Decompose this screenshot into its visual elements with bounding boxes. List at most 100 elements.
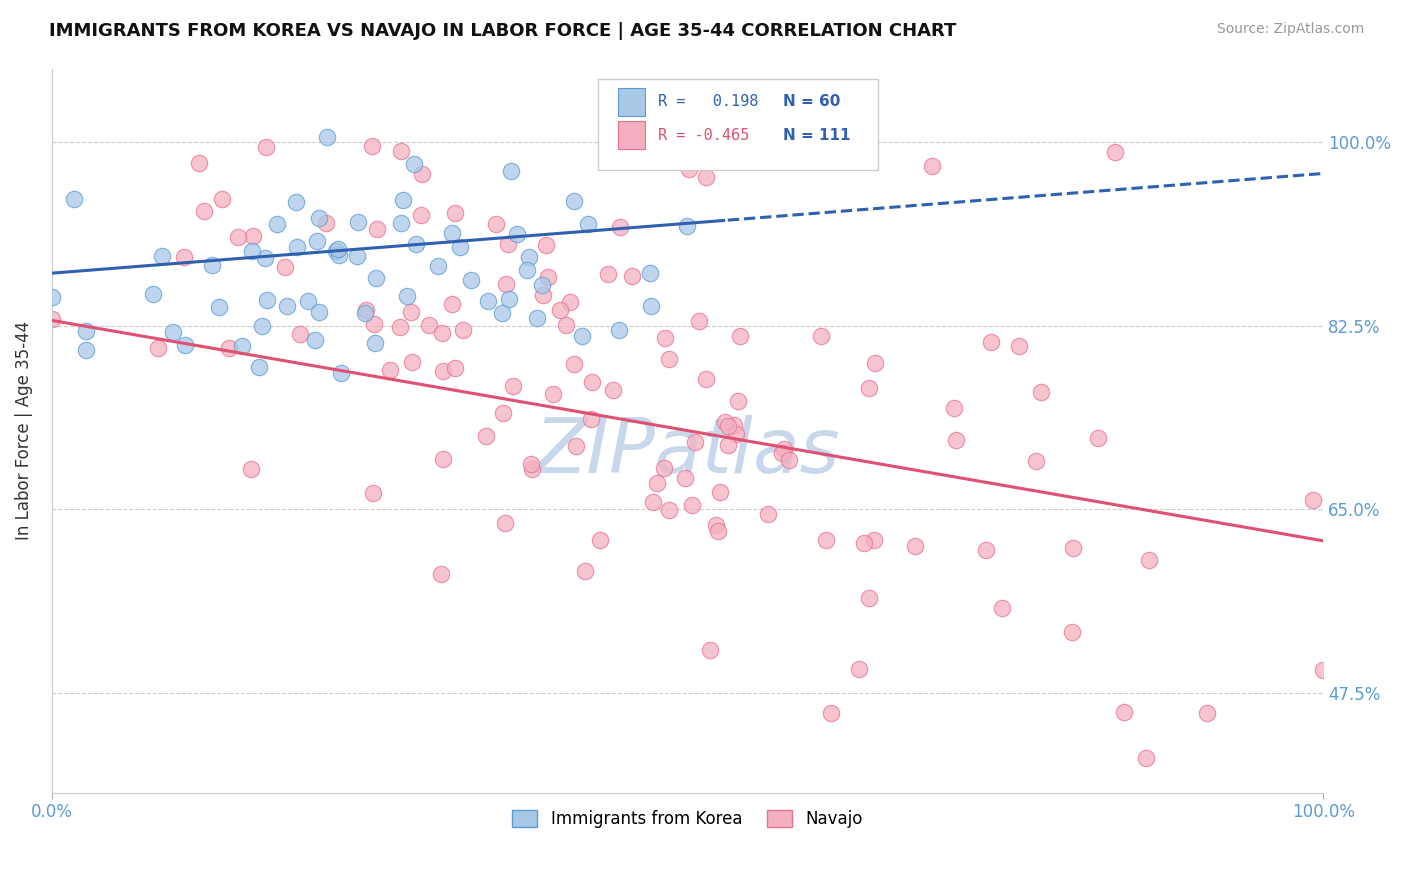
Point	[266, 217, 288, 231]
Point	[366, 222, 388, 236]
Point	[326, 242, 349, 256]
Point	[579, 412, 602, 426]
Point	[863, 533, 886, 547]
Point	[430, 566, 453, 581]
Point	[681, 498, 703, 512]
Point	[494, 516, 516, 530]
Point	[713, 415, 735, 429]
Point	[602, 383, 624, 397]
Point	[820, 706, 842, 720]
Point	[304, 334, 326, 348]
Point	[1302, 492, 1324, 507]
Point	[405, 237, 427, 252]
Point	[284, 195, 307, 210]
Point	[41, 312, 63, 326]
Point	[852, 536, 875, 550]
Point	[187, 155, 209, 169]
Point	[451, 323, 474, 337]
Point	[848, 662, 870, 676]
Point	[695, 372, 717, 386]
Point	[531, 277, 554, 292]
Point	[399, 305, 422, 319]
Point	[411, 167, 433, 181]
Text: N = 111: N = 111	[783, 128, 851, 143]
Point	[491, 306, 513, 320]
Point	[330, 366, 353, 380]
Point	[477, 293, 499, 308]
Point	[609, 219, 631, 234]
Point	[41, 290, 63, 304]
Point	[758, 508, 780, 522]
Point	[353, 306, 375, 320]
Point	[391, 193, 413, 207]
Point	[638, 266, 661, 280]
Point	[1195, 706, 1218, 720]
Point	[1135, 751, 1157, 765]
Point	[640, 299, 662, 313]
Point	[990, 601, 1012, 615]
Point	[231, 339, 253, 353]
Point	[1312, 664, 1334, 678]
Point	[363, 317, 385, 331]
Point	[815, 533, 838, 548]
Point	[520, 462, 543, 476]
Point	[361, 485, 384, 500]
Point	[285, 240, 308, 254]
Point	[444, 361, 467, 376]
Point	[1008, 339, 1031, 353]
Point	[576, 217, 599, 231]
Point	[645, 475, 668, 490]
Point	[865, 356, 887, 370]
Point	[240, 244, 263, 258]
Text: ZIPatlas: ZIPatlas	[534, 416, 841, 490]
Point	[308, 211, 330, 225]
Legend: Immigrants from Korea, Navajo: Immigrants from Korea, Navajo	[506, 804, 869, 835]
Point	[1087, 431, 1109, 445]
Point	[308, 304, 330, 318]
Point	[526, 311, 548, 326]
Point	[242, 229, 264, 244]
FancyBboxPatch shape	[599, 79, 879, 169]
Point	[276, 299, 298, 313]
Point	[211, 192, 233, 206]
Point	[858, 381, 880, 395]
Point	[541, 387, 564, 401]
Point	[717, 419, 740, 434]
Point	[226, 230, 249, 244]
Point	[520, 457, 543, 471]
Point	[440, 297, 463, 311]
Point	[409, 208, 432, 222]
Y-axis label: In Labor Force | Age 35-44: In Labor Force | Age 35-44	[15, 321, 32, 541]
Point	[1031, 385, 1053, 400]
Point	[506, 227, 529, 242]
Point	[564, 194, 586, 209]
Point	[427, 260, 450, 274]
Text: R =   0.198: R = 0.198	[658, 95, 759, 110]
Point	[162, 325, 184, 339]
Point	[976, 542, 998, 557]
Point	[315, 130, 337, 145]
Point	[254, 140, 277, 154]
Text: Source: ZipAtlas.com: Source: ZipAtlas.com	[1216, 22, 1364, 37]
Point	[699, 643, 721, 657]
Point	[564, 439, 586, 453]
Point	[707, 524, 730, 538]
Point	[658, 352, 681, 367]
Point	[571, 329, 593, 343]
Point	[396, 289, 419, 303]
Point	[346, 249, 368, 263]
Point	[654, 461, 676, 475]
Point	[361, 138, 384, 153]
Point	[418, 318, 440, 332]
Point	[449, 240, 471, 254]
Point	[558, 295, 581, 310]
Point	[201, 258, 224, 272]
Point	[589, 533, 612, 548]
Point	[328, 248, 350, 262]
Point	[354, 303, 377, 318]
Point	[495, 277, 517, 292]
Point	[704, 518, 727, 533]
Point	[1104, 145, 1126, 159]
Point	[499, 164, 522, 178]
Point	[921, 159, 943, 173]
